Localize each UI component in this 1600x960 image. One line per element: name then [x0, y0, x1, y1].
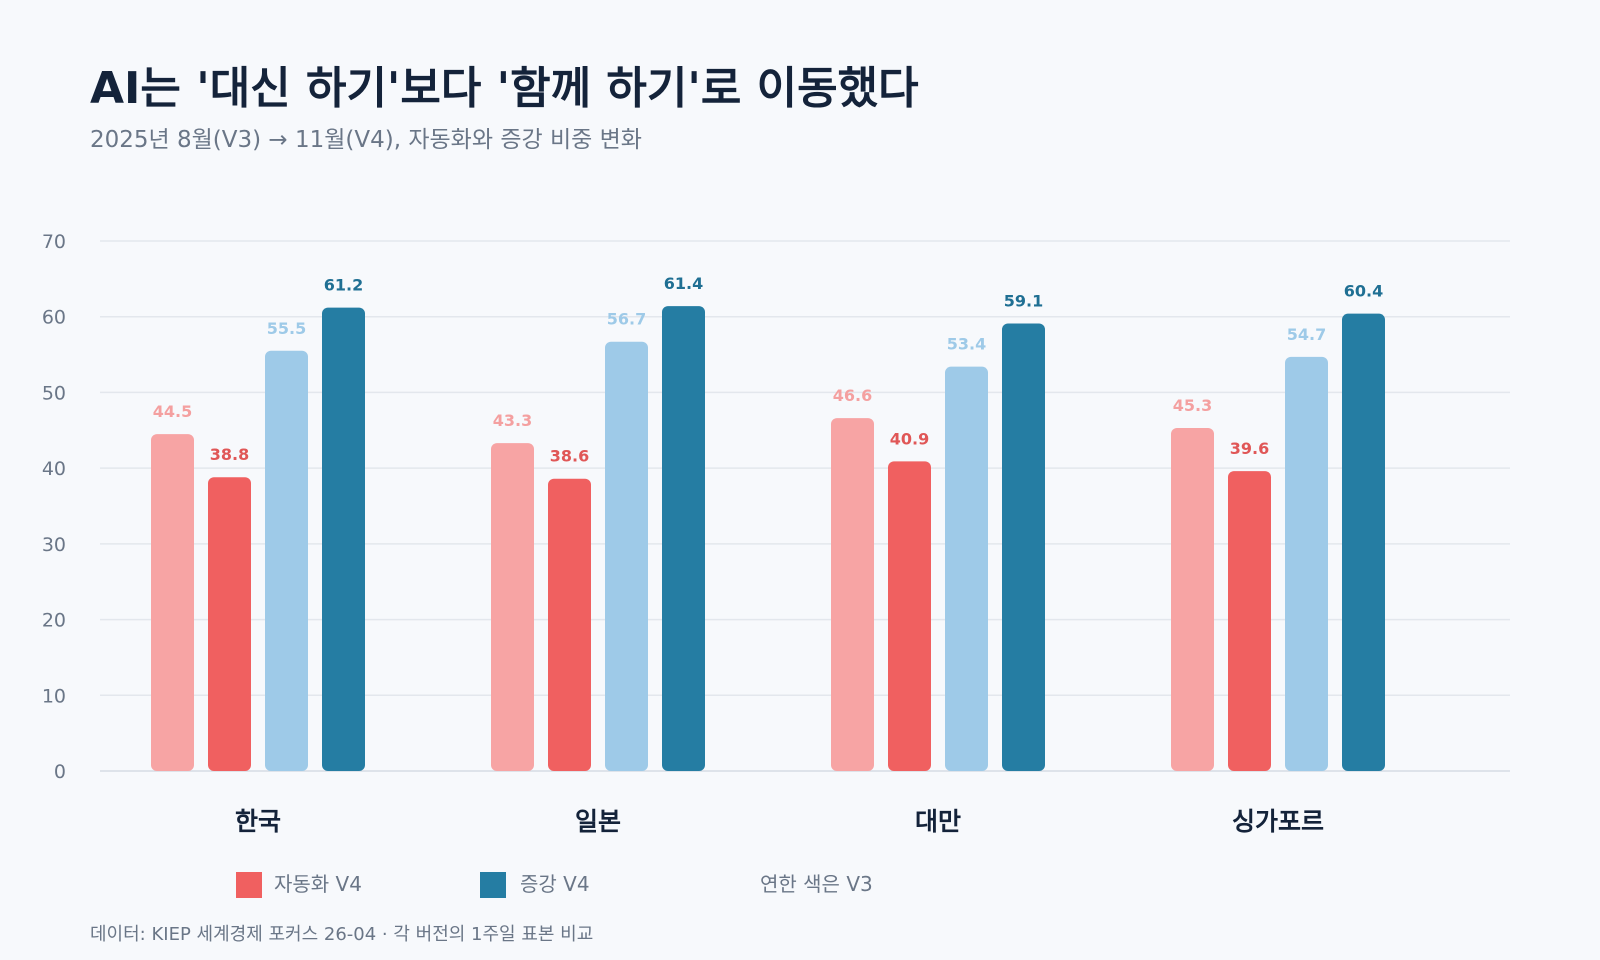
y-tick-label: 60	[42, 307, 66, 329]
bar	[605, 341, 648, 771]
y-tick-label: 10	[42, 685, 66, 707]
bar	[1228, 471, 1271, 771]
x-category-label: 대만	[915, 807, 961, 836]
y-tick-label: 50	[42, 382, 66, 404]
bar	[662, 306, 705, 771]
bar	[322, 307, 365, 771]
y-tick-label: 30	[42, 534, 66, 556]
legend-swatch-automation-v4	[236, 872, 262, 898]
y-tick-label: 0	[54, 761, 66, 783]
x-category-label: 한국	[235, 807, 281, 836]
chart-subtitle: 2025년 8월(V3) → 11월(V4), 자동화와 증강 비중 변화	[90, 127, 642, 153]
data-label: 60.4	[1344, 282, 1383, 301]
legend-label-augmentation-v4: 증강 V4	[520, 872, 590, 896]
bar	[151, 434, 194, 771]
data-label: 38.6	[550, 447, 589, 466]
legend-swatch-augmentation-v4	[480, 872, 506, 898]
legend-label-automation-v4: 자동화 V4	[274, 872, 362, 896]
bar	[1342, 313, 1385, 771]
bar	[945, 366, 988, 771]
bar	[831, 418, 874, 771]
bar	[208, 477, 251, 771]
bar	[1285, 356, 1328, 771]
chart-title: AI는 '대신 하기'보다 '함께 하기'로 이동했다	[90, 63, 919, 114]
data-label: 59.1	[1004, 292, 1043, 311]
footnote: 데이터: KIEP 세계경제 포커스 26-04 · 각 버전의 1주일 표본 …	[90, 924, 594, 945]
y-tick-label: 20	[42, 610, 66, 632]
data-label: 44.5	[153, 402, 192, 421]
bar	[1171, 428, 1214, 771]
bar	[1002, 323, 1045, 771]
data-label: 54.7	[1287, 325, 1326, 344]
legend-note: 연한 색은 V3	[760, 872, 873, 896]
data-label: 61.4	[664, 274, 703, 293]
data-label: 46.6	[833, 386, 872, 405]
data-label: 55.5	[267, 319, 306, 338]
data-label: 56.7	[607, 310, 646, 329]
x-category-label: 싱가포르	[1232, 807, 1324, 836]
bar	[548, 478, 591, 771]
data-label: 38.8	[210, 445, 249, 464]
bar	[265, 350, 308, 771]
data-label: 53.4	[947, 335, 986, 354]
data-label: 39.6	[1230, 439, 1269, 458]
data-label: 61.2	[324, 276, 363, 295]
data-label: 45.3	[1173, 396, 1212, 415]
y-tick-label: 40	[42, 458, 66, 480]
data-label: 40.9	[890, 429, 929, 448]
bar	[888, 461, 931, 771]
data-label: 43.3	[493, 411, 532, 430]
y-tick-label: 70	[42, 231, 66, 253]
bar	[491, 443, 534, 771]
x-category-label: 일본	[575, 807, 621, 836]
